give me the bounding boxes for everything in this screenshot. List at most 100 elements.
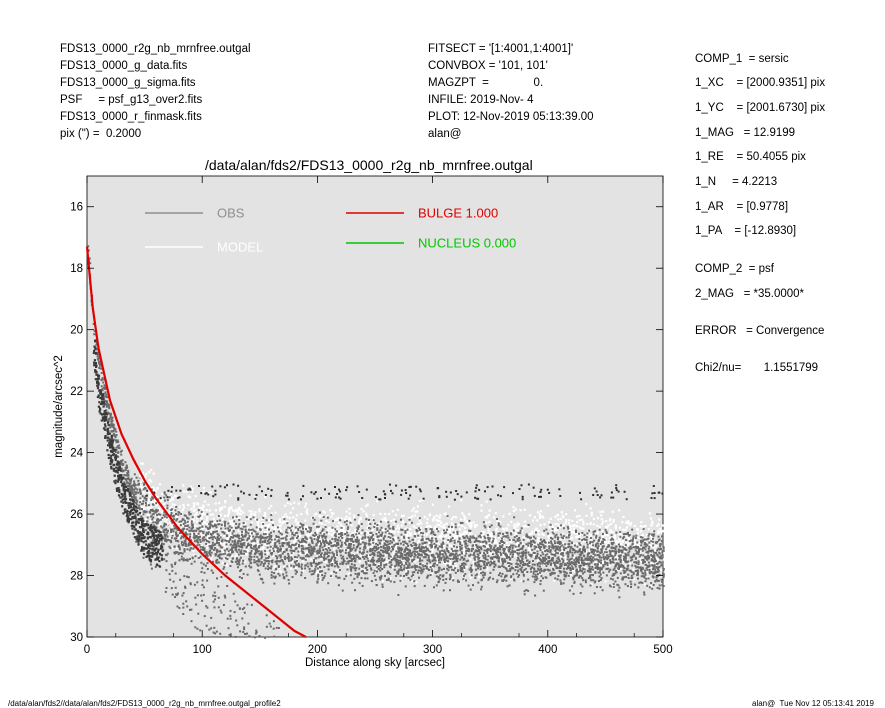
- model-point: [480, 504, 483, 507]
- obs-point: [211, 536, 214, 539]
- obs-point: [373, 574, 376, 577]
- pixel-scale-label: pix (") = 0.2000: [60, 128, 142, 140]
- obs-point: [353, 577, 356, 580]
- model-point: [157, 507, 161, 510]
- obs-point: [358, 532, 361, 535]
- obs-point: [150, 488, 153, 491]
- obs-point: [648, 545, 651, 548]
- obs-point: [416, 530, 419, 532]
- obs-point: [592, 544, 595, 547]
- obs-point: [369, 554, 372, 556]
- obs-point: [360, 523, 363, 525]
- obs-point: [483, 549, 486, 552]
- model-point: [603, 533, 606, 536]
- obs-point: [617, 584, 620, 587]
- obs-point: [509, 557, 512, 560]
- model-point: [463, 546, 466, 549]
- obs-point: [386, 571, 389, 574]
- obs-point: [169, 578, 172, 581]
- obs-point: [274, 560, 277, 563]
- model-point: [485, 516, 488, 519]
- obs-point: [209, 549, 212, 552]
- obs-point: [190, 608, 193, 611]
- obs-point: [337, 543, 340, 546]
- obs-point: [581, 552, 584, 555]
- model-point: [408, 534, 411, 537]
- obs-point: [218, 555, 221, 558]
- model-point: [473, 525, 476, 528]
- obs-point: [387, 578, 390, 581]
- obs-point: [219, 536, 222, 539]
- model-point: [588, 544, 591, 547]
- obs-point: [384, 549, 387, 552]
- model-point: [203, 526, 206, 529]
- model-point: [229, 522, 232, 525]
- model-point: [323, 511, 326, 514]
- model-point: [629, 523, 632, 527]
- model-point: [531, 532, 534, 535]
- obs-point: [423, 546, 426, 549]
- model-point: [329, 508, 332, 511]
- model-point: [347, 550, 350, 553]
- obs-point: [655, 552, 658, 555]
- model-point: [353, 514, 356, 517]
- model-point: [264, 496, 267, 499]
- obs-point: [206, 579, 209, 582]
- model-point: [406, 562, 410, 565]
- obs-point: [422, 565, 425, 568]
- obs-point: [382, 538, 385, 541]
- obs-point: [356, 526, 359, 529]
- model-point: [411, 509, 414, 512]
- obs-point: [486, 551, 489, 554]
- model-point: [326, 529, 329, 532]
- model-point: [484, 543, 487, 546]
- obs-point: [476, 573, 478, 576]
- model-point: [599, 510, 602, 513]
- obs-point: [298, 544, 300, 546]
- model-point: [356, 551, 359, 554]
- obs-point: [627, 577, 630, 579]
- model-point: [590, 543, 593, 546]
- obs-point: [320, 552, 323, 555]
- obs-point: [358, 573, 360, 576]
- model-point: [575, 536, 578, 539]
- obs-point: [96, 355, 99, 358]
- model-point: [425, 526, 428, 529]
- model-point: [340, 517, 343, 520]
- obs-point: [585, 557, 588, 560]
- model-point: [367, 524, 371, 527]
- model-point: [303, 531, 306, 534]
- model-point: [250, 510, 253, 513]
- obs-point: [222, 604, 225, 606]
- model-point: [561, 550, 564, 553]
- model-point: [192, 506, 195, 509]
- obs-point: [377, 539, 380, 542]
- model-point: [479, 558, 482, 561]
- obs-point: [438, 557, 441, 560]
- obs-point: [651, 558, 653, 561]
- model-point: [587, 533, 591, 536]
- obs-point: [515, 562, 518, 565]
- obs-point: [247, 542, 250, 545]
- model-point: [636, 527, 639, 530]
- obs-point: [257, 564, 260, 567]
- obs-point: [506, 585, 509, 588]
- model-point: [614, 525, 617, 529]
- model-point: [185, 490, 188, 493]
- obs-point: [242, 525, 245, 528]
- obs-point: [434, 534, 437, 536]
- obs-point: [196, 581, 199, 584]
- model-point: [449, 560, 452, 563]
- obs-point: [411, 554, 414, 557]
- obs-point: [269, 625, 272, 628]
- obs-point: [238, 563, 241, 566]
- model-point: [405, 569, 408, 573]
- model-point: [547, 543, 550, 546]
- obs-point: [582, 568, 585, 571]
- model-point: [536, 538, 539, 541]
- model-point: [528, 538, 531, 541]
- model-point: [542, 551, 545, 554]
- model-point: [195, 533, 199, 536]
- model-point: [507, 523, 510, 527]
- model-point: [451, 576, 454, 580]
